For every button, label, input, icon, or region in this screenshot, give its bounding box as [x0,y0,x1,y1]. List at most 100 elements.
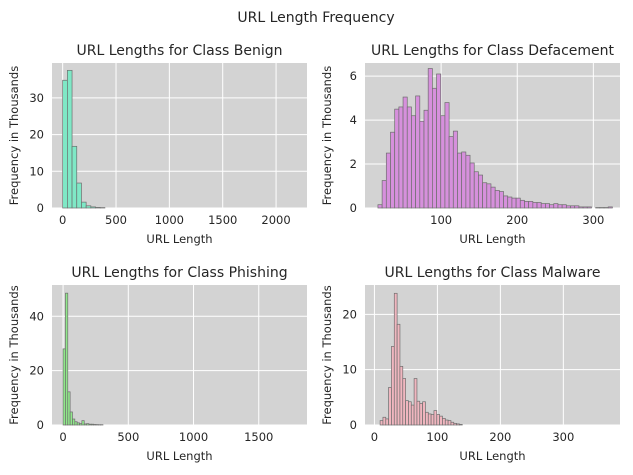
histogram-bar [65,292,69,426]
histogram-bar [62,79,68,209]
histogram-bar [72,418,76,426]
histogram-bar [436,414,440,426]
histogram-bar [427,413,432,426]
y-tick-label: 6 [350,69,357,83]
y-tick-label: 0 [350,201,357,215]
histogram-bar [88,423,92,426]
y-tick-label: 40 [29,309,44,323]
histogram-bar [486,183,492,209]
histogram-bar [385,418,389,426]
subplot-4: 0 100 200 300 0 10 20 URL Lengths for Class Mal… [320,265,620,463]
histogram-bar [507,196,513,209]
histogram-bar [549,204,555,209]
histogram-bar [453,422,457,426]
histogram-bar [67,391,71,426]
plot-area [52,63,307,208]
histogram-bar [503,195,509,209]
histogram-bar [574,205,580,209]
histogram-bar [62,348,66,426]
x-tick-label: 100 [426,430,448,444]
histogram-bar [459,424,463,426]
histogram-bar [607,206,613,209]
histogram-bar [444,419,449,426]
histogram-bar [442,418,446,426]
histogram-bar [69,411,73,426]
subplot-title: URL Lengths for Class Phishing [71,265,287,281]
x-axis-label: URL Length [146,232,212,246]
histogram-bar [402,96,408,209]
histogram-bar [406,106,412,209]
y-tick-label: 10 [342,363,357,377]
histogram-bar [379,420,384,426]
histogram-bar [79,423,83,426]
histogram-bar [440,115,446,209]
histogram-bar [408,401,412,426]
y-axis-label: Frequency in Thousands [7,66,21,205]
histogram-bar [457,152,463,209]
histogram-bar [430,414,435,426]
histogram-bar [515,197,521,209]
histogram-bar [545,203,550,209]
y-tick-label: 20 [29,364,44,378]
histogram-bar [95,207,101,209]
y-tick-label: 0 [350,418,357,432]
x-tick-label: 100 [430,213,452,227]
histogram-bar [81,201,87,209]
y-tick-label: 0 [37,201,44,215]
histogram-bar [540,203,546,209]
x-tick-label: 300 [582,213,604,227]
histogram-bar [570,205,576,209]
histogram-bar [432,87,437,209]
histogram-bar [390,131,396,209]
histogram-bar [528,201,534,209]
histogram-bar [586,206,592,209]
histogram-bar [93,424,97,426]
histogram-bar [393,292,398,426]
histogram-bar [478,174,483,209]
histogram-bar [388,387,392,426]
histogram-bar [419,403,423,426]
histogram-bar [578,206,584,209]
y-tick-label: 30 [29,91,44,105]
y-tick-label: 20 [342,307,357,321]
histogram-bar [448,136,454,209]
histogram-bar [81,420,85,426]
histogram-bar [473,171,479,209]
histogram-bar [436,73,442,209]
x-tick-label: 200 [506,213,528,227]
x-axis-label: URL Length [459,449,525,463]
histogram-bar [433,410,438,426]
y-axis-label: Frequency in Thousands [7,285,21,424]
x-tick-label: 200 [489,430,511,444]
x-tick-label: 0 [59,213,66,227]
x-tick-label: 300 [552,430,574,444]
histogram-bar [90,423,94,426]
histogram-bar [532,202,538,209]
histogram-bar [419,120,425,209]
x-tick-label: 500 [117,430,139,444]
histogram-bar [447,420,452,426]
histogram-bar [76,422,80,426]
histogram-bar [399,365,404,426]
subplot-title: URL Lengths for Class Defacement [371,43,615,59]
histogram-bar [86,423,90,426]
histogram-bar [377,204,383,209]
histogram-bar [490,186,496,209]
histogram-bar [561,204,567,209]
histogram-bar [439,415,443,426]
plot-area [52,285,307,425]
subplot-3: 0 500 1000 1500 0 20 40 URL Lengths for Class P… [7,265,307,463]
y-tick-label: 20 [29,128,44,142]
histogram-bar [85,205,92,209]
histogram-bar [71,145,78,209]
histogram-bar [385,152,391,209]
histogram-bar [425,411,429,426]
histogram-bar [499,191,504,209]
histogram-bar [422,401,426,426]
x-axis-label: URL Length [146,449,212,463]
histogram-bar [557,204,563,209]
y-axis-label: Frequency in Thousands [320,66,334,205]
histogram-bar [391,346,395,426]
histogram-bar [90,206,96,209]
x-tick-label: 500 [105,213,127,227]
